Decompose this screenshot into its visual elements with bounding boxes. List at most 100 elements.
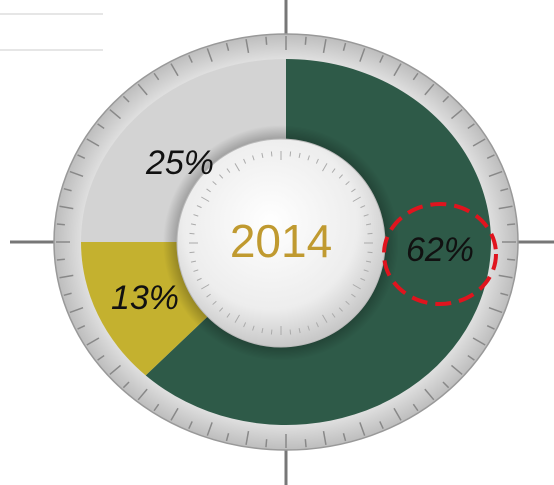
disc-tick	[193, 214, 199, 217]
ring-tick	[188, 421, 193, 430]
disc-tick	[243, 158, 247, 164]
disc-tick	[367, 251, 373, 254]
disc-tick	[261, 327, 264, 334]
ring-tick	[450, 109, 463, 120]
ring-tick	[342, 433, 347, 442]
ring-tick	[393, 63, 402, 77]
disc-tick	[365, 223, 372, 226]
ring-tick	[69, 306, 84, 314]
ring-tick	[188, 54, 193, 63]
disc-tick	[345, 300, 350, 305]
ring-tick	[488, 306, 503, 314]
disc-tick	[252, 155, 255, 161]
disc-tick	[298, 152, 301, 159]
labels: 62% 13% 25%	[111, 144, 498, 317]
disc-tick	[193, 269, 199, 272]
disc-tick	[338, 307, 343, 312]
ring-tick	[137, 83, 148, 96]
disc-tick	[289, 329, 292, 335]
disc-tick	[363, 269, 369, 272]
ring-tick	[265, 36, 268, 45]
ring-tick	[122, 381, 130, 389]
ring-tick	[245, 38, 250, 54]
ring-tick	[424, 388, 435, 401]
disc-tick	[315, 322, 319, 328]
ring-tick	[304, 36, 307, 45]
ring-tick	[153, 403, 160, 412]
disc-tick	[315, 158, 319, 164]
ring-tick	[500, 292, 509, 297]
disc-tick	[201, 196, 210, 202]
ring-tick	[393, 407, 402, 421]
disc-tick	[363, 214, 369, 217]
disc-tick	[206, 188, 211, 193]
ring-tick	[97, 123, 105, 130]
disc-tick	[322, 314, 328, 323]
ring-tick	[467, 123, 475, 130]
ring-tick	[472, 337, 486, 346]
disc-tick	[234, 314, 240, 323]
ring-tick	[245, 430, 250, 446]
ring-tick	[424, 83, 435, 96]
value-label: 13%	[111, 279, 179, 317]
ring-tick	[206, 422, 213, 436]
center-label: 2014	[230, 215, 332, 267]
ring-tick	[77, 324, 86, 330]
ring-tick	[304, 439, 307, 448]
ring-tick	[170, 407, 179, 421]
disc-tick	[234, 163, 240, 172]
ring-tick	[86, 138, 100, 147]
disc-tick	[307, 325, 310, 331]
ring-tick	[97, 354, 105, 361]
ring-tick	[77, 154, 86, 160]
disc-tick	[360, 205, 366, 209]
ring-tick	[472, 138, 486, 147]
ring-tick	[56, 223, 65, 226]
ring-tick	[359, 422, 366, 436]
ring-tick	[412, 403, 419, 412]
ring-tick	[59, 205, 74, 210]
ring-tick	[442, 95, 450, 103]
ring-tick	[109, 364, 122, 375]
ring-tick	[153, 72, 160, 81]
disc-tick	[243, 322, 247, 328]
disc-tick	[331, 168, 336, 173]
ring-tick	[265, 439, 268, 448]
disc-tick	[338, 174, 343, 179]
ring-tick	[500, 187, 509, 192]
disc-tick	[360, 277, 366, 281]
ring-tick	[412, 72, 419, 81]
disc-tick	[352, 284, 361, 290]
ring-ticks	[56, 36, 516, 448]
disc-tick	[365, 260, 372, 263]
value-label: 25%	[145, 144, 214, 182]
ring-tick	[498, 205, 513, 210]
ring-tick	[507, 258, 516, 261]
ring-tick	[63, 292, 72, 297]
ring-tick	[486, 154, 495, 160]
ring-tick	[137, 388, 148, 401]
disc-tick	[331, 313, 336, 318]
disc-tick	[212, 300, 217, 305]
ring-tick	[322, 430, 327, 446]
disc-tick	[196, 277, 202, 281]
ring-tick	[69, 170, 84, 178]
ring-tick	[359, 48, 366, 62]
disc-tick	[261, 152, 264, 159]
disc-tick	[307, 155, 310, 161]
disc-tick	[352, 196, 361, 202]
ring-tick	[488, 170, 503, 178]
disc-tick	[322, 163, 328, 172]
disc-tick	[190, 260, 197, 263]
disc-tick	[201, 284, 210, 290]
disc-tick	[351, 188, 356, 193]
ring-tick	[342, 42, 347, 51]
highlight-circle	[382, 202, 498, 306]
disc-tick	[298, 327, 301, 334]
ring-tick	[442, 381, 450, 389]
ring-tick	[122, 95, 130, 103]
ring-tick	[109, 109, 122, 120]
disc-tick	[226, 313, 231, 318]
ring-tick	[498, 274, 513, 279]
disc-tick	[196, 205, 202, 209]
